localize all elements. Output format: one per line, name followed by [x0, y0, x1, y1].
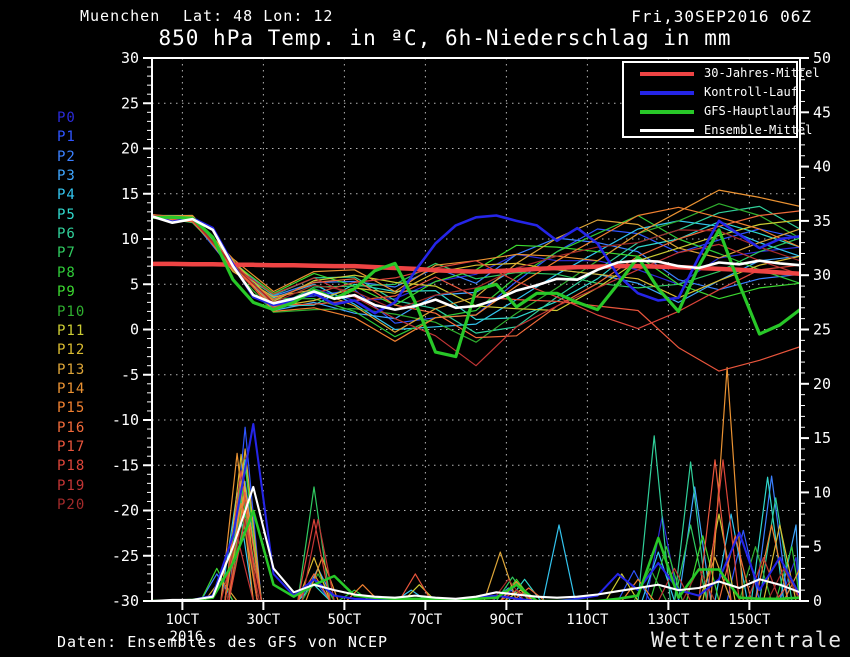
- main-precip-line-gfs-hauptlauf: [152, 509, 800, 601]
- y-left-tick-label: 25: [121, 94, 139, 112]
- ensemble-member-label-p9: P9: [57, 284, 76, 301]
- legend-label: Kontroll-Lauf: [704, 85, 798, 99]
- ensemble-member-label-p13: P13: [57, 361, 86, 378]
- member-precip-line-p13: [152, 448, 800, 601]
- main-temp-line-ensemble-mittel: [152, 215, 800, 311]
- member-temp-line-p18: [152, 216, 800, 330]
- x-tick-label: 9OCT: [490, 612, 524, 628]
- legend-line-sample: [640, 129, 694, 132]
- member-temp-line-p15: [152, 206, 800, 342]
- legend-label: 30-Jahres-Mittel: [704, 66, 820, 80]
- member-temp-line-p19: [152, 214, 800, 367]
- legend-row: GFS-Hauptlauf: [624, 102, 798, 120]
- y-right-tick-label: 40: [813, 158, 831, 176]
- legend-label: Ensemble-Mittel: [704, 123, 813, 137]
- ensemble-member-label-p15: P15: [57, 400, 86, 417]
- y-left-tick-label: -5: [121, 366, 139, 384]
- y-right-tick-label: 50: [813, 49, 831, 67]
- main-temp-line-gfs-hauptlauf: [152, 215, 800, 359]
- ensemble-member-label-p19: P19: [57, 477, 86, 494]
- ensemble-member-label-p5: P5: [57, 206, 76, 223]
- y-left-tick-label: 10: [121, 230, 139, 248]
- ensemble-member-label-p11: P11: [57, 322, 86, 339]
- legend-row: Kontroll-Lauf: [624, 83, 798, 101]
- member-temp-line-p12: [152, 217, 800, 308]
- axes: -30 -25 -20 -15 -10 -5 0 5 10 15 20 25 30 0 5 10 15 20 25 3…: [112, 49, 831, 645]
- station-name: Muenchen: [80, 7, 161, 25]
- x-tick-label: 5OCT: [328, 612, 362, 628]
- ensemble-member-label-p4: P4: [57, 187, 76, 204]
- x-tick-label: 11OCT: [566, 612, 609, 628]
- ensemble-member-label-p7: P7: [57, 245, 76, 262]
- data-source-note: Daten: Ensembles des GFS von NCEP: [57, 633, 389, 651]
- legend-line-sample: [640, 91, 694, 95]
- ensemble-member-label-p8: P8: [57, 264, 76, 281]
- y-right-tick-label: 10: [813, 483, 831, 501]
- y-right-tick-label: 25: [813, 321, 831, 339]
- member-temp-line-p6: [152, 205, 800, 334]
- station-latlon: Lat: 48 Lon: 12: [183, 7, 334, 25]
- curves: [152, 189, 800, 601]
- y-left-tick-label: -25: [112, 547, 139, 565]
- y-left-tick-label: 0: [130, 321, 139, 339]
- main-precip-line-ensemble-mittel: [152, 485, 800, 601]
- ensemble-member-label-p17: P17: [57, 438, 86, 455]
- member-temp-line-p20: [152, 215, 800, 311]
- x-tick-label: 15OCT: [728, 612, 771, 628]
- x-tick-label: 3OCT: [247, 612, 281, 628]
- y-left-tick-label: -10: [112, 411, 139, 429]
- brand-watermark: Wetterzentrale: [650, 628, 842, 652]
- y-right-tick-label: 15: [813, 429, 831, 447]
- y-right-tick-label: 5: [813, 538, 822, 556]
- ensemble-member-label-p3: P3: [57, 168, 76, 185]
- legend-line-sample: [640, 110, 694, 114]
- ensemble-member-label-p12: P12: [57, 342, 86, 359]
- y-left-tick-label: -20: [112, 502, 139, 520]
- x-axis-year-label: 2016: [170, 629, 204, 645]
- legend-row: Ensemble-Mittel: [624, 121, 812, 139]
- y-left-tick-label: 5: [130, 275, 139, 293]
- y-right-tick-label: 45: [813, 103, 831, 121]
- member-temp-line-p0: [152, 214, 800, 307]
- y-left-tick-label: 30: [121, 49, 139, 67]
- run-datetime: Fri,30SEP2016 06Z: [631, 7, 812, 26]
- ensemble-member-label-p10: P10: [57, 303, 86, 320]
- ensemble-member-label-p16: P16: [57, 419, 86, 436]
- ensemble-member-label-p2: P2: [57, 148, 76, 165]
- y-right-tick-label: 35: [813, 212, 831, 230]
- ensemble-member-label-p14: P14: [57, 380, 86, 397]
- legend-label: GFS-Hauptlauf: [704, 104, 798, 118]
- legend-line-sample: [640, 72, 694, 76]
- ensemble-member-label-p0: P0: [57, 110, 76, 126]
- ensemble-member-label-p18: P18: [57, 458, 86, 475]
- ensemble-member-label-p1: P1: [57, 129, 76, 146]
- y-right-tick-label: 0: [813, 592, 822, 610]
- y-left-tick-label: -15: [112, 456, 139, 474]
- main-temp-line-kontroll-lauf: [152, 214, 800, 315]
- legend-row: 30-Jahres-Mittel: [624, 64, 820, 82]
- ensemble-member-label-p6: P6: [57, 226, 76, 243]
- x-tick-label: 13OCT: [647, 612, 690, 628]
- ensemble-member-label-p20: P20: [57, 497, 86, 513]
- x-tick-label: 7OCT: [409, 612, 443, 628]
- gridlines: [152, 58, 800, 601]
- member-precip-line-p17: [152, 459, 800, 601]
- x-tick-label: 1OCT: [166, 612, 200, 628]
- legend-box: 30-Jahres-Mittel Kontroll-Lauf GFS-Hauptla…: [622, 61, 820, 139]
- y-left-tick-label: 20: [121, 140, 139, 158]
- member-precip-line-p18: [152, 459, 800, 601]
- chart-title: 850 hPa Temp. in ªC, 6h-Niederschlag in …: [158, 26, 732, 50]
- y-right-tick-label: 30: [813, 266, 831, 284]
- y-left-tick-label: 15: [121, 185, 139, 203]
- y-left-tick-label: -30: [112, 592, 139, 610]
- y-right-tick-label: 20: [813, 375, 831, 393]
